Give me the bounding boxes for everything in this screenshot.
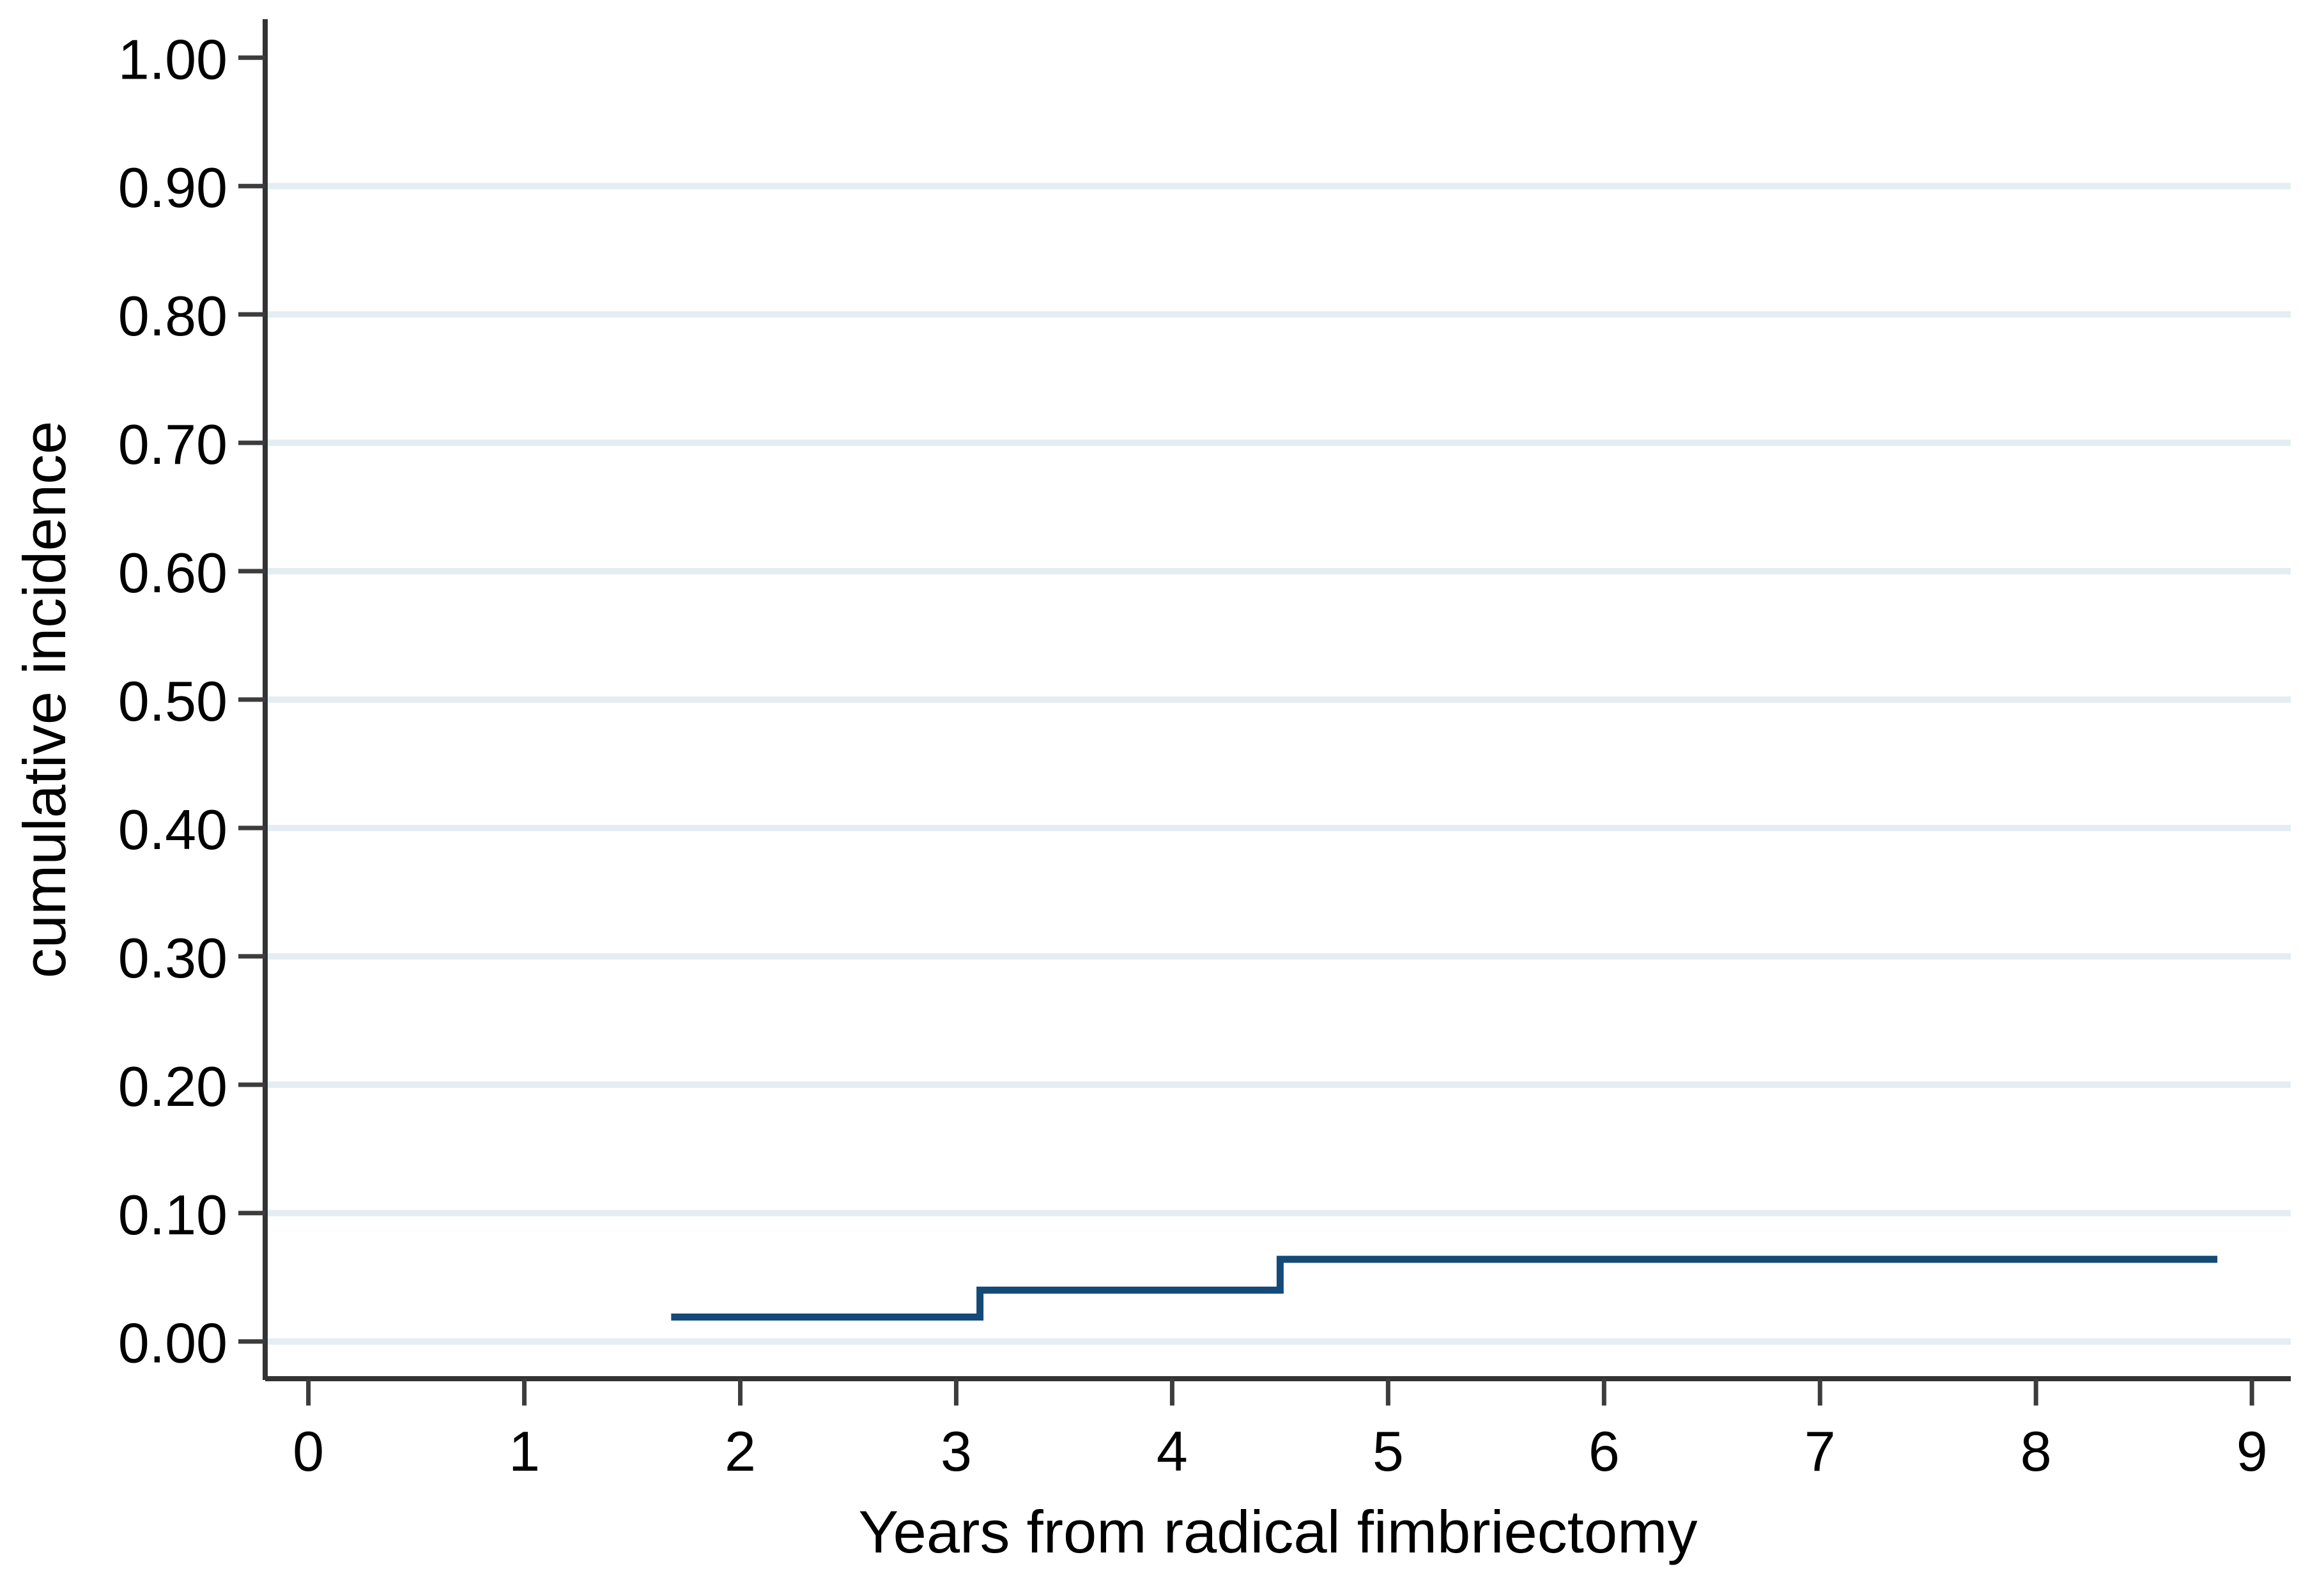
y-tick-label: 0.40 — [118, 798, 227, 861]
gridlines — [265, 183, 2291, 1345]
y-tick-label: 0.10 — [118, 1183, 227, 1246]
x-tick-label: 9 — [2236, 1420, 2268, 1483]
x-axis-title: Years from radical fimbriectomy — [859, 1498, 1698, 1565]
x-tick-label: 5 — [1373, 1420, 1404, 1483]
x-tick-label: 0 — [293, 1420, 324, 1483]
x-tick-label: 4 — [1157, 1420, 1188, 1483]
tick-labels: 0.00 0.10 0.20 0.30 0.40 0.50 0.60 0.70 0.80 0.90… — [118, 27, 2268, 1483]
y-axis-title: cumulative incidence — [11, 421, 78, 979]
cumulative-incidence-curve — [671, 1255, 2218, 1321]
ticks — [238, 55, 2254, 1406]
y-tick-label: 0.50 — [118, 670, 227, 733]
y-tick-label: 0.00 — [118, 1312, 227, 1375]
x-tick-label: 1 — [509, 1420, 540, 1483]
y-tick-label: 0.20 — [118, 1055, 227, 1118]
x-tick-label: 7 — [1805, 1420, 1836, 1483]
x-tick-label: 6 — [1589, 1420, 1620, 1483]
y-tick-label: 0.70 — [118, 413, 227, 476]
y-tick-label: 0.80 — [118, 284, 227, 348]
y-tick-label: 1.00 — [118, 27, 227, 91]
x-tick-label: 3 — [941, 1420, 972, 1483]
y-tick-label: 0.90 — [118, 156, 227, 219]
x-tick-label: 2 — [725, 1420, 756, 1483]
y-tick-label: 0.60 — [118, 541, 227, 604]
x-tick-label: 8 — [2020, 1420, 2052, 1483]
y-tick-label: 0.30 — [118, 926, 227, 990]
series-group — [671, 1255, 2218, 1321]
